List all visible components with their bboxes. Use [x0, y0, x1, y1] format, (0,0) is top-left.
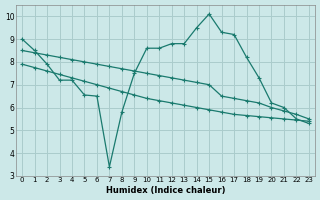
X-axis label: Humidex (Indice chaleur): Humidex (Indice chaleur) — [106, 186, 225, 195]
